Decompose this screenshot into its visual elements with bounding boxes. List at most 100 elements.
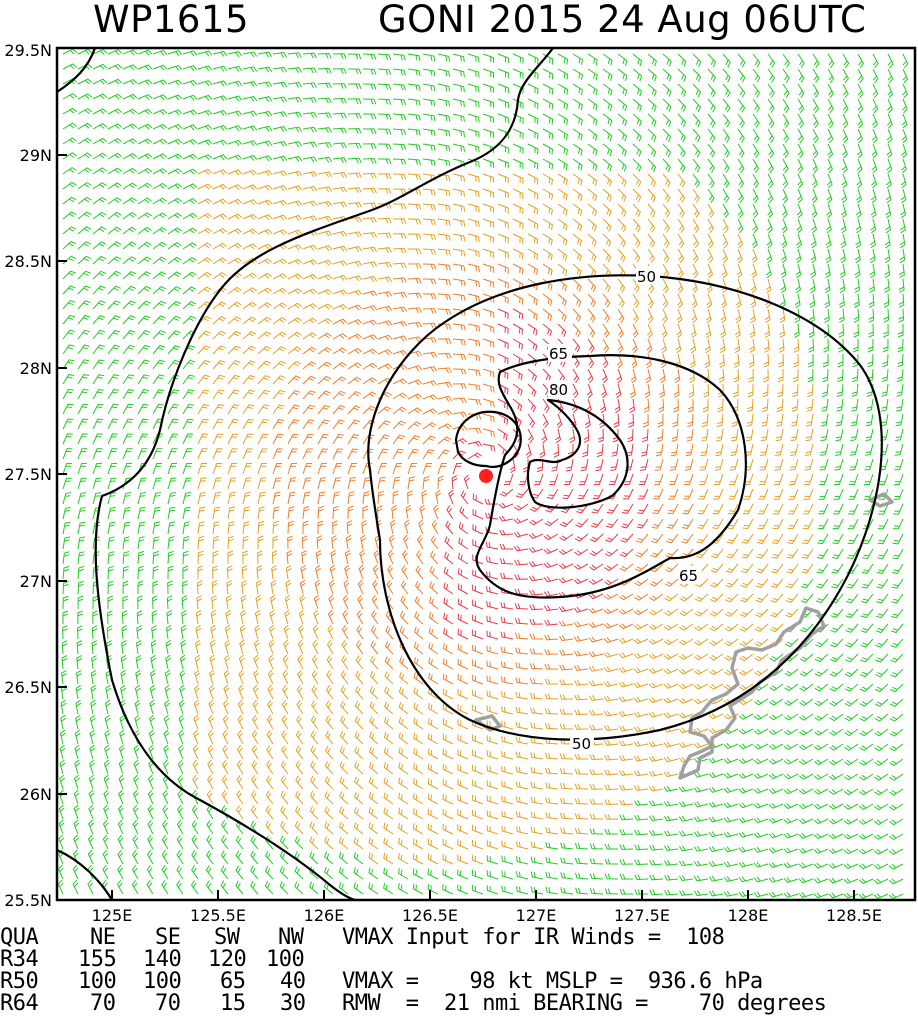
wind-barb bbox=[688, 383, 695, 398]
wind-barb bbox=[545, 752, 559, 760]
wind-barb bbox=[152, 256, 167, 265]
wind-barb bbox=[845, 653, 859, 663]
wind-barb bbox=[787, 503, 799, 515]
lat-label: 28N bbox=[20, 359, 52, 378]
wind-barb bbox=[117, 864, 124, 880]
wind-barb bbox=[167, 168, 183, 175]
wind-barb bbox=[527, 113, 539, 125]
wind-barb bbox=[812, 113, 819, 129]
wind-barb bbox=[310, 775, 319, 790]
wind-barb bbox=[196, 595, 203, 610]
wind-barb bbox=[574, 828, 589, 835]
wind-barb bbox=[498, 515, 514, 522]
wind-barb bbox=[392, 448, 404, 460]
wind-barb bbox=[137, 256, 152, 265]
wind-barb bbox=[846, 578, 859, 589]
wind-barb bbox=[339, 746, 349, 760]
wind-barb bbox=[182, 300, 197, 310]
wind-barb bbox=[443, 582, 454, 595]
wind-barb bbox=[632, 188, 642, 203]
wind-barb bbox=[324, 851, 334, 865]
wind-barb bbox=[383, 746, 394, 760]
wind-barb bbox=[872, 98, 879, 114]
wind-barb bbox=[869, 278, 875, 293]
wind-barb bbox=[152, 182, 168, 190]
wind-barb bbox=[325, 685, 334, 700]
wind-barb bbox=[383, 731, 394, 745]
wind-barb bbox=[302, 303, 318, 310]
wind-barb bbox=[472, 794, 484, 805]
wind-barb bbox=[107, 492, 117, 505]
wind-barb bbox=[482, 398, 495, 408]
wind-barb bbox=[62, 625, 68, 640]
wind-barb bbox=[135, 654, 142, 670]
wind-barb bbox=[497, 308, 509, 319]
wind-barb bbox=[514, 559, 529, 566]
wind-barb bbox=[515, 662, 529, 670]
wind-barb bbox=[472, 524, 484, 535]
wind-barb bbox=[227, 360, 241, 370]
wind-barb bbox=[122, 79, 138, 85]
wind-barb bbox=[758, 473, 769, 486]
wind-barb bbox=[107, 359, 120, 370]
wind-barb bbox=[528, 575, 544, 582]
wind-barb bbox=[149, 684, 156, 700]
wind-barb bbox=[530, 766, 544, 775]
wind-barb bbox=[588, 651, 604, 658]
wind-barb bbox=[399, 656, 409, 670]
wind-barb bbox=[663, 785, 679, 792]
lat-label: 29N bbox=[20, 146, 52, 165]
wind-barb bbox=[227, 213, 243, 220]
wind-barb bbox=[92, 63, 108, 70]
wind-barb bbox=[877, 533, 889, 545]
wind-barb bbox=[272, 506, 280, 520]
wind-barb bbox=[834, 443, 844, 456]
wind-barb bbox=[841, 188, 848, 204]
wind-barb bbox=[572, 383, 579, 399]
wind-barb bbox=[256, 565, 263, 580]
lon-label: 128.5E bbox=[826, 906, 882, 925]
wind-barb bbox=[782, 98, 790, 113]
wind-barb bbox=[482, 113, 495, 123]
wind-barb bbox=[272, 477, 282, 490]
wind-barb bbox=[500, 661, 514, 670]
wind-barb bbox=[767, 128, 775, 143]
wind-barb bbox=[662, 308, 669, 324]
wind-barb bbox=[813, 862, 829, 869]
wind-barb bbox=[678, 742, 694, 748]
wind-barb bbox=[122, 256, 137, 265]
wind-barb bbox=[295, 805, 304, 820]
wind-barb bbox=[467, 308, 481, 317]
wind-barb bbox=[565, 458, 574, 472]
wind-barb bbox=[589, 769, 604, 775]
wind-barb bbox=[73, 774, 80, 790]
wind-barb bbox=[89, 759, 95, 775]
wind-barb bbox=[738, 713, 754, 720]
table-r50-sw: 65 bbox=[220, 969, 246, 994]
wind-barb bbox=[606, 503, 619, 514]
table-r50-se: 100 bbox=[143, 969, 182, 994]
table-r34-label: R34 bbox=[0, 947, 39, 972]
wind-barb bbox=[107, 344, 120, 355]
wind-barb bbox=[165, 639, 172, 655]
wind-barb bbox=[282, 654, 289, 670]
wind-barb bbox=[785, 593, 799, 603]
wind-barb bbox=[164, 669, 171, 685]
wind-barb bbox=[353, 821, 364, 835]
wind-barb bbox=[302, 259, 318, 266]
wind-barb bbox=[574, 783, 589, 790]
wind-barb bbox=[398, 777, 409, 790]
wind-barb bbox=[239, 639, 246, 655]
wind-barb bbox=[770, 593, 784, 603]
wind-barb bbox=[820, 413, 829, 427]
wind-barb bbox=[482, 68, 495, 78]
wind-barb bbox=[296, 715, 304, 730]
wind-barb bbox=[242, 462, 253, 475]
wind-barb bbox=[407, 83, 421, 91]
wind-barb bbox=[747, 398, 754, 413]
wind-barb bbox=[313, 594, 320, 610]
wind-barb bbox=[647, 323, 653, 339]
wind-barb bbox=[309, 806, 319, 820]
wind-barb bbox=[272, 258, 288, 265]
wind-barb bbox=[357, 594, 364, 610]
